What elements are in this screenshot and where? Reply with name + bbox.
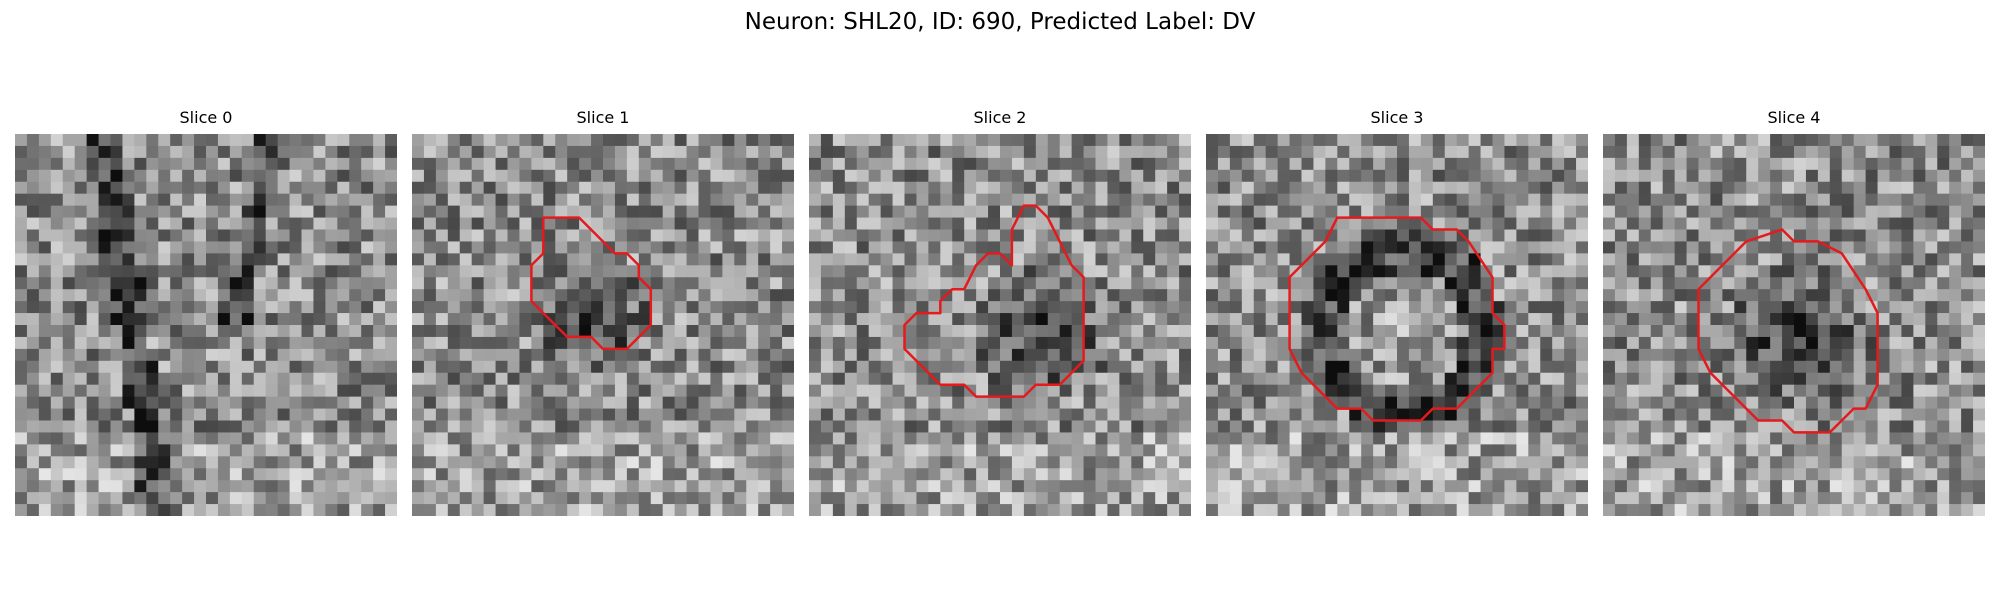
roi-contour-3 bbox=[1288, 216, 1506, 422]
slice-image-1 bbox=[412, 134, 794, 516]
slice-title-3: Slice 3 bbox=[1370, 108, 1424, 127]
slice-panel-2: Slice 2 bbox=[809, 108, 1191, 516]
slice-panel-4: Slice 4 bbox=[1603, 108, 1985, 516]
figure-title: Neuron: SHL20, ID: 690, Predicted Label:… bbox=[744, 9, 1256, 35]
roi-contour-4 bbox=[1697, 228, 1879, 434]
slice-image-4 bbox=[1603, 134, 1985, 516]
slice-title-2: Slice 2 bbox=[973, 108, 1027, 127]
slice-panel-3: Slice 3 bbox=[1206, 108, 1588, 516]
slice-title-0: Slice 0 bbox=[179, 108, 233, 127]
slice-panel-0: Slice 0 bbox=[15, 108, 397, 516]
slice-title-4: Slice 4 bbox=[1767, 108, 1821, 127]
slice-title-1: Slice 1 bbox=[576, 108, 630, 127]
roi-contour-1 bbox=[530, 216, 653, 351]
slice-image-0 bbox=[15, 134, 397, 516]
slice-image-2 bbox=[809, 134, 1191, 516]
slice-panel-1: Slice 1 bbox=[412, 108, 794, 516]
roi-contour-2 bbox=[903, 204, 1085, 398]
slice-image-3 bbox=[1206, 134, 1588, 516]
